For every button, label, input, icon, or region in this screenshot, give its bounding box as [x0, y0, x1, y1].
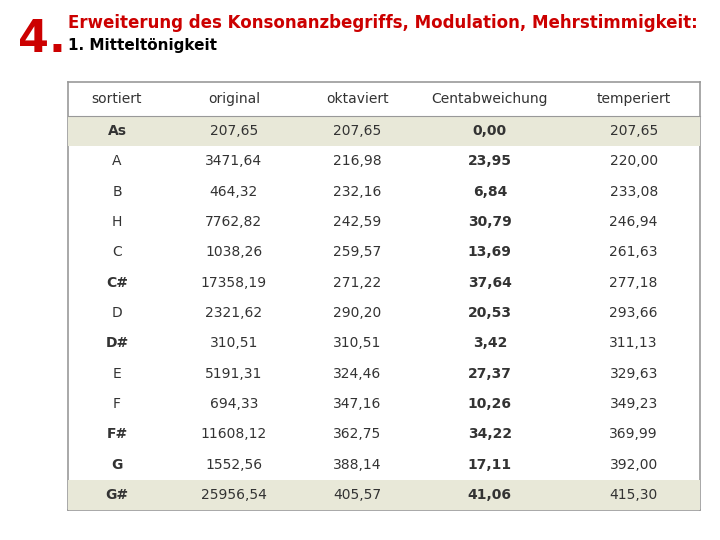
Text: 392,00: 392,00 [610, 457, 658, 471]
Text: 388,14: 388,14 [333, 457, 382, 471]
Text: As: As [107, 124, 127, 138]
Text: 324,46: 324,46 [333, 367, 382, 381]
Text: 13,69: 13,69 [468, 245, 512, 259]
Text: 2321,62: 2321,62 [205, 306, 263, 320]
Text: original: original [208, 92, 260, 106]
Text: 207,65: 207,65 [610, 124, 658, 138]
Text: Erweiterung des Konsonanzbegriffs, Modulation, Mehrstimmigkeit:: Erweiterung des Konsonanzbegriffs, Modul… [68, 14, 698, 32]
Text: 17358,19: 17358,19 [201, 276, 267, 289]
Text: oktaviert: oktaviert [326, 92, 389, 106]
Text: 207,65: 207,65 [333, 124, 382, 138]
Text: 310,51: 310,51 [210, 336, 258, 350]
Text: 310,51: 310,51 [333, 336, 382, 350]
Text: 30,79: 30,79 [468, 215, 512, 229]
Text: 232,16: 232,16 [333, 185, 382, 199]
Text: 37,64: 37,64 [468, 276, 512, 289]
Text: 415,30: 415,30 [610, 488, 658, 502]
Text: 5191,31: 5191,31 [205, 367, 263, 381]
Text: 23,95: 23,95 [468, 154, 512, 168]
Text: A: A [112, 154, 122, 168]
Text: 17,11: 17,11 [468, 457, 512, 471]
Text: 41,06: 41,06 [468, 488, 512, 502]
Text: 290,20: 290,20 [333, 306, 382, 320]
Text: 369,99: 369,99 [609, 427, 658, 441]
Text: 3471,64: 3471,64 [205, 154, 263, 168]
Text: 1552,56: 1552,56 [205, 457, 263, 471]
Text: D#: D# [105, 336, 129, 350]
Text: 34,22: 34,22 [468, 427, 512, 441]
Text: 246,94: 246,94 [609, 215, 658, 229]
Text: 216,98: 216,98 [333, 154, 382, 168]
Text: 293,66: 293,66 [609, 306, 658, 320]
Text: C#: C# [106, 276, 128, 289]
Text: 271,22: 271,22 [333, 276, 382, 289]
Text: 11608,12: 11608,12 [201, 427, 267, 441]
Text: F#: F# [107, 427, 127, 441]
Text: E: E [112, 367, 122, 381]
Text: 207,65: 207,65 [210, 124, 258, 138]
Text: 25956,54: 25956,54 [201, 488, 267, 502]
Text: G#: G# [105, 488, 129, 502]
Text: 20,53: 20,53 [468, 306, 512, 320]
Text: 233,08: 233,08 [610, 185, 658, 199]
Text: 347,16: 347,16 [333, 397, 382, 411]
Text: 1. Mitteltönigkeit: 1. Mitteltönigkeit [68, 38, 217, 53]
Text: 464,32: 464,32 [210, 185, 258, 199]
Text: 277,18: 277,18 [609, 276, 658, 289]
Text: 694,33: 694,33 [210, 397, 258, 411]
Text: 261,63: 261,63 [609, 245, 658, 259]
Text: 27,37: 27,37 [468, 367, 512, 381]
Text: 7762,82: 7762,82 [205, 215, 263, 229]
Text: temperiert: temperiert [596, 92, 671, 106]
Text: G: G [112, 457, 122, 471]
Text: sortiert: sortiert [91, 92, 143, 106]
Text: 405,57: 405,57 [333, 488, 381, 502]
Text: 242,59: 242,59 [333, 215, 382, 229]
Text: Centabweichung: Centabweichung [431, 92, 548, 106]
Text: H: H [112, 215, 122, 229]
Text: B: B [112, 185, 122, 199]
Text: 259,57: 259,57 [333, 245, 382, 259]
Text: D: D [112, 306, 122, 320]
Text: 4.: 4. [18, 18, 66, 61]
Text: 1038,26: 1038,26 [205, 245, 263, 259]
Text: 349,23: 349,23 [610, 397, 658, 411]
Text: 3,42: 3,42 [472, 336, 507, 350]
Text: 329,63: 329,63 [609, 367, 658, 381]
Text: C: C [112, 245, 122, 259]
Text: 362,75: 362,75 [333, 427, 382, 441]
Text: 10,26: 10,26 [468, 397, 512, 411]
Text: 220,00: 220,00 [610, 154, 657, 168]
Text: 311,13: 311,13 [609, 336, 658, 350]
Text: F: F [113, 397, 121, 411]
Text: 6,84: 6,84 [472, 185, 507, 199]
Text: 0,00: 0,00 [473, 124, 507, 138]
